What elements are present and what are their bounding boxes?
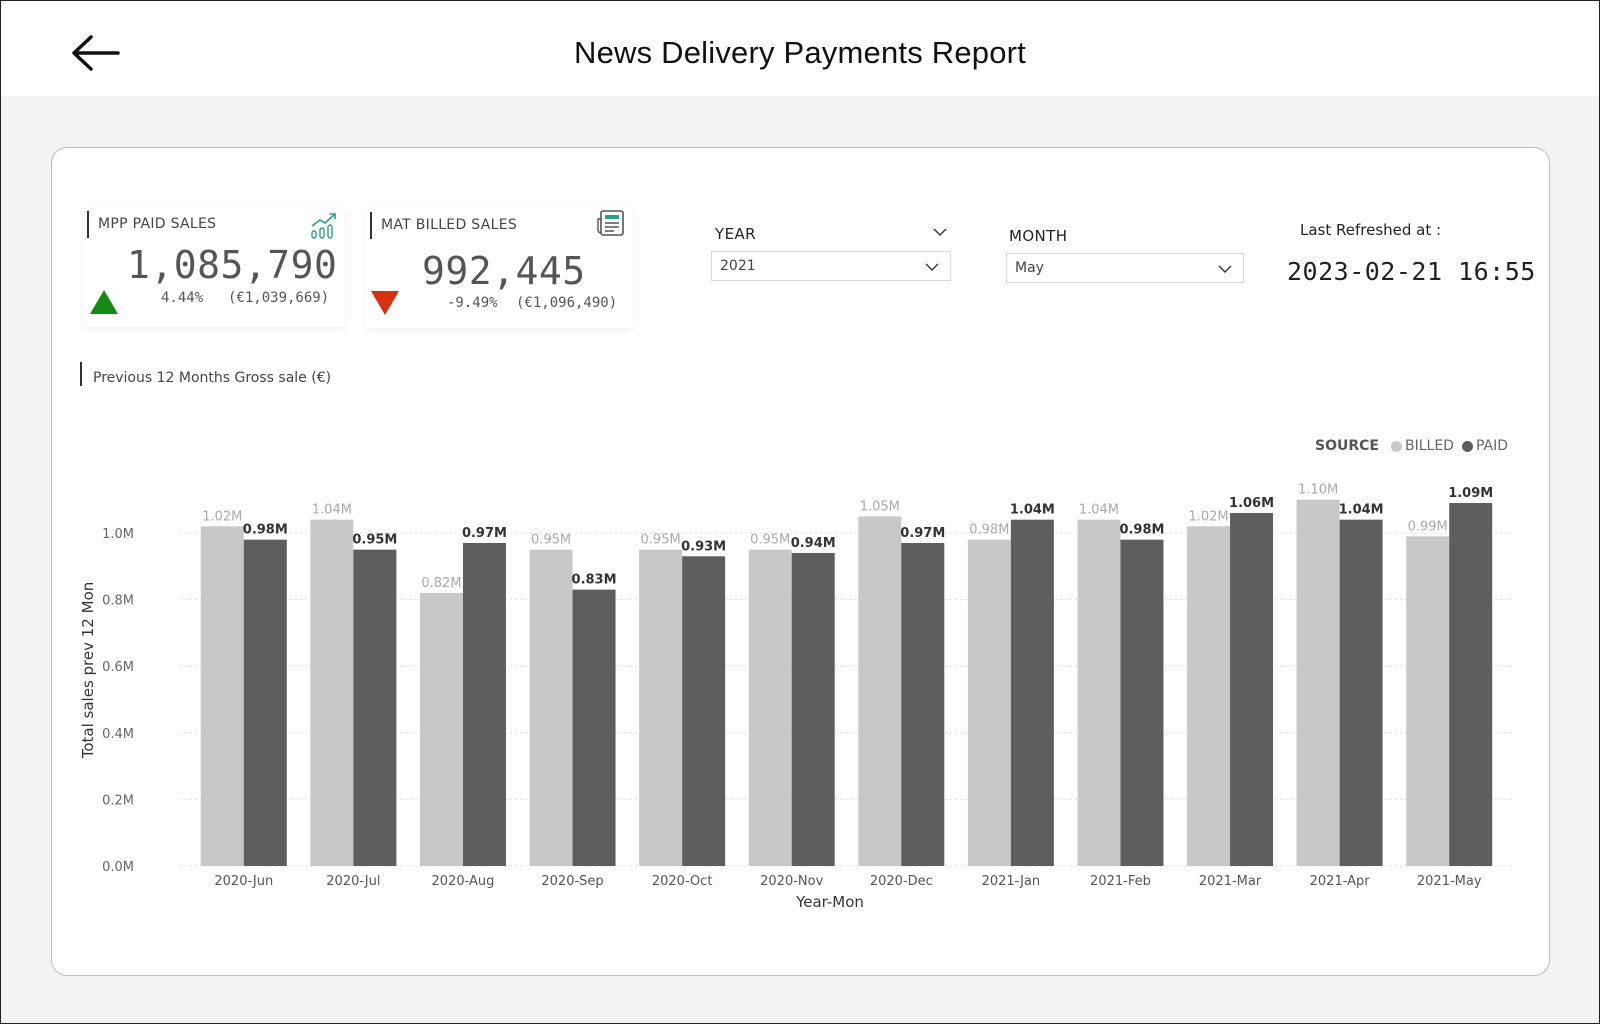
year-filter-label: YEAR <box>715 225 756 243</box>
kpi-change-pct: 4.44% <box>161 290 204 306</box>
last-refreshed-value: 2023-02-21 16:55 <box>1287 257 1536 286</box>
kpi-accent-bar <box>87 211 89 238</box>
newspaper-icon <box>597 210 624 236</box>
kpi-previous-value: (€1,096,490) <box>516 295 618 311</box>
last-refreshed-label: Last Refreshed at : <box>1300 221 1442 239</box>
kpi-previous-value: (€1,039,669) <box>228 290 330 306</box>
kpi-change-pct: -9.49% <box>447 295 498 311</box>
kpi-card-mat-billed-sales[interactable]: MAT BILLED SALES 992,445 -9.49% (€1,096,… <box>366 208 633 328</box>
kpi-label: MAT BILLED SALES <box>381 217 518 233</box>
month-select[interactable]: May <box>1006 253 1244 283</box>
chart-section-title: Previous 12 Months Gross sale (€) <box>93 370 332 386</box>
kpi-label: MPP PAID SALES <box>98 216 217 232</box>
legend-label-paid: PAID <box>1475 438 1508 454</box>
month-filter-label: MONTH <box>1009 227 1068 245</box>
chevron-down-icon <box>1218 265 1232 273</box>
back-button[interactable] <box>67 31 123 75</box>
year-select[interactable]: 2021 <box>711 251 951 281</box>
legend-label-billed: BILLED <box>1404 438 1454 454</box>
arrow-left-icon <box>72 35 120 71</box>
kpi-card-mpp-paid-sales[interactable]: MPP PAID SALES 1,085,790 4.44% (€1,039,6… <box>83 207 345 327</box>
legend-title: SOURCE <box>1315 438 1379 454</box>
section-accent-bar <box>80 362 82 386</box>
legend-item-paid[interactable]: PAID <box>1461 438 1508 454</box>
month-select-value: May <box>1015 260 1044 276</box>
trend-down-icon <box>371 291 399 315</box>
kpi-value: 992,445 <box>422 249 586 293</box>
chevron-down-icon <box>925 263 939 271</box>
top-bar: News Delivery Payments Report <box>1 1 1599 96</box>
page-title: News Delivery Payments Report <box>573 35 1026 70</box>
chart-legend: SOURCE BILLED PAID <box>1315 438 1508 454</box>
legend-dot-billed <box>1390 440 1402 452</box>
legend-dot-paid <box>1461 440 1473 452</box>
year-select-value: 2021 <box>720 258 756 274</box>
growth-chart-icon <box>311 213 336 239</box>
trend-up-icon <box>90 290 118 314</box>
chevron-down-icon[interactable] <box>932 227 948 237</box>
kpi-value: 1,085,790 <box>127 243 338 287</box>
kpi-accent-bar <box>370 212 372 239</box>
legend-item-billed[interactable]: BILLED <box>1390 438 1454 454</box>
